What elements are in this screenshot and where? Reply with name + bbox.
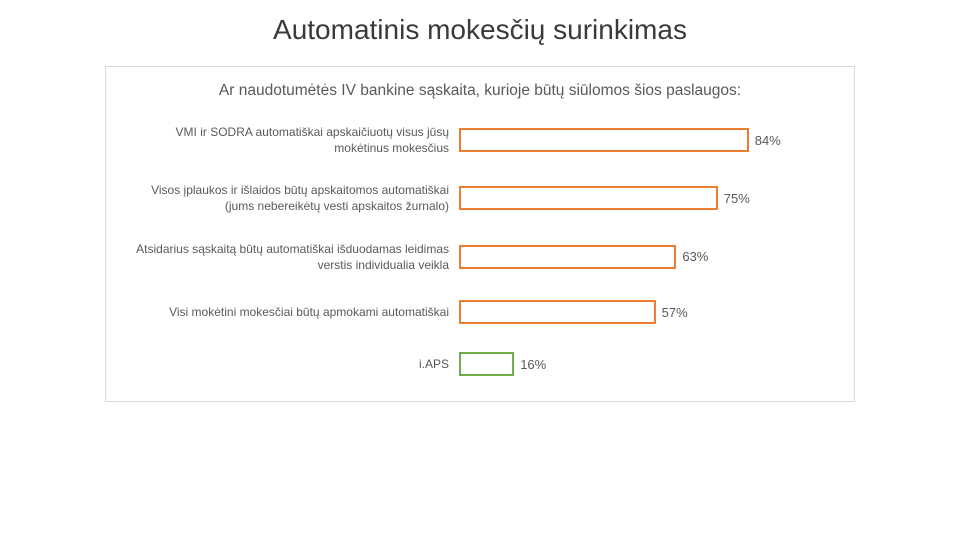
value-label: 63% xyxy=(682,249,708,264)
bar xyxy=(459,245,676,269)
bar-track: 63% xyxy=(459,244,836,270)
bar-track: 75% xyxy=(459,185,836,211)
value-label: 75% xyxy=(724,191,750,206)
bar xyxy=(459,300,656,324)
category-label: Atsidarius sąskaitą būtų automatiškai iš… xyxy=(124,241,459,273)
category-label: Visi mokėtini mokesčiai būtų apmokami au… xyxy=(124,304,459,320)
slide-title: Automatinis mokesčių surinkimas xyxy=(0,0,960,46)
category-label: i.APS xyxy=(124,356,459,372)
value-label: 16% xyxy=(520,357,546,372)
bar xyxy=(459,352,514,376)
chart-row: Visos įplaukos ir išlaidos būtų apskaito… xyxy=(124,182,836,214)
bar-track: 16% xyxy=(459,351,836,377)
value-label: 84% xyxy=(755,133,781,148)
bar-track: 57% xyxy=(459,299,836,325)
chart-title: Ar naudotumėtės IV bankine sąskaita, kur… xyxy=(124,81,836,102)
bar xyxy=(459,186,718,210)
category-label: Visos įplaukos ir išlaidos būtų apskaito… xyxy=(124,182,459,214)
chart-frame: Ar naudotumėtės IV bankine sąskaita, kur… xyxy=(105,66,855,402)
chart-row: VMI ir SODRA automatiškai apskaičiuotų v… xyxy=(124,124,836,156)
category-label: VMI ir SODRA automatiškai apskaičiuotų v… xyxy=(124,124,459,156)
bar xyxy=(459,128,749,152)
bar-track: 84% xyxy=(459,127,836,153)
chart-row: Visi mokėtini mokesčiai būtų apmokami au… xyxy=(124,299,836,325)
chart-row: Atsidarius sąskaitą būtų automatiškai iš… xyxy=(124,241,836,273)
chart-rows: VMI ir SODRA automatiškai apskaičiuotų v… xyxy=(124,124,836,377)
value-label: 57% xyxy=(662,305,688,320)
chart-row: i.APS 16% xyxy=(124,351,836,377)
